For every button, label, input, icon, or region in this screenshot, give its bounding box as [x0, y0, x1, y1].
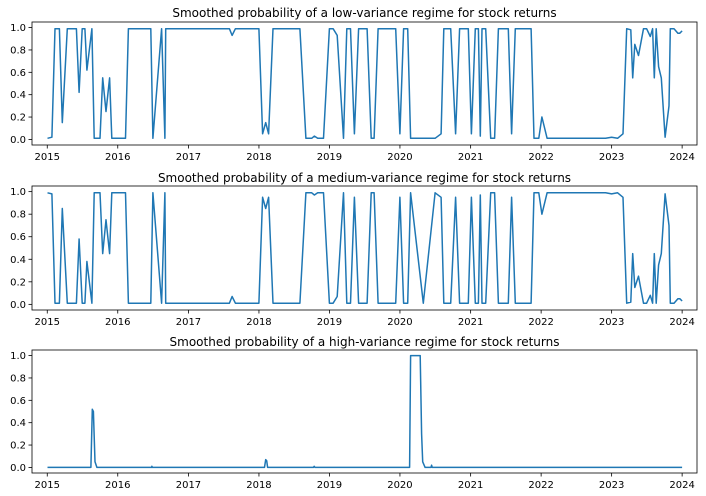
x-tick-label: 2021: [458, 152, 483, 163]
x-tick-label: 2017: [176, 317, 201, 328]
x-tick-label: 2016: [105, 480, 130, 491]
x-tick-label: 2017: [176, 480, 201, 491]
x-tick-label: 2019: [317, 480, 342, 491]
y-tick-label: 1.0: [10, 187, 26, 198]
x-tick-label: 2023: [599, 317, 624, 328]
series-line: [47, 192, 683, 304]
x-tick-label: 2024: [669, 317, 694, 328]
y-tick-label: 0.4: [10, 418, 26, 429]
y-axis: 0.0 0.2 0.4 0.6 0.8 1.0: [10, 351, 32, 474]
x-tick-label: 2023: [599, 152, 624, 163]
x-tick-label: 2015: [35, 152, 60, 163]
chart-title: Smoothed probability of a high-variance …: [170, 335, 560, 349]
x-tick-label: 2018: [246, 152, 271, 163]
x-tick-label: 2020: [387, 152, 412, 163]
x-tick-label: 2016: [105, 317, 130, 328]
subplot-medium-variance: Smoothed probability of a medium-varianc…: [10, 171, 698, 328]
subplot-high-variance: Smoothed probability of a high-variance …: [10, 335, 698, 491]
x-axis: 2015 2016 2017 2018 2019 2020 2021 2022 2023 2024: [35, 310, 695, 328]
y-axis: 0.0 0.2 0.4 0.6 0.8 1.0: [10, 187, 32, 311]
y-tick-label: 0.8: [10, 210, 26, 221]
x-tick-label: 2022: [528, 480, 553, 491]
plot-frame: [31, 349, 698, 474]
x-tick-label: 2019: [317, 317, 342, 328]
y-tick-label: 0.6: [10, 68, 26, 79]
chart-title: Smoothed probability of a low-variance r…: [172, 6, 556, 20]
y-tick-label: 0.6: [10, 232, 26, 243]
x-tick-label: 2022: [528, 152, 553, 163]
y-tick-label: 0.0: [10, 300, 26, 311]
x-tick-label: 2019: [317, 152, 342, 163]
x-tick-label: 2015: [35, 480, 60, 491]
x-axis: 2015 2016 2017 2018 2019 2020 2021 2022 2023 2024: [35, 473, 695, 491]
series-line: [47, 27, 683, 140]
x-tick-label: 2024: [669, 152, 694, 163]
x-tick-label: 2024: [669, 480, 694, 491]
y-tick-label: 0.4: [10, 255, 26, 266]
y-tick-label: 0.8: [10, 45, 26, 56]
x-tick-label: 2016: [105, 152, 130, 163]
x-tick-label: 2018: [246, 480, 271, 491]
y-axis: 0.0 0.2 0.4 0.6 0.8 1.0: [10, 23, 32, 146]
x-axis: 2015 2016 2017 2018 2019 2020 2021 2022 2023 2024: [35, 145, 695, 163]
series-line: [47, 354, 683, 469]
y-tick-label: 0.2: [10, 277, 26, 288]
x-tick-label: 2021: [458, 317, 483, 328]
x-tick-label: 2018: [246, 317, 271, 328]
y-tick-label: 0.6: [10, 396, 26, 407]
plot-frame: [31, 185, 698, 311]
x-tick-label: 2020: [387, 317, 412, 328]
x-tick-label: 2022: [528, 317, 553, 328]
x-tick-label: 2023: [599, 480, 624, 491]
chart-title: Smoothed probability of a medium-varianc…: [158, 171, 571, 185]
plot-frame: [31, 21, 698, 146]
y-tick-label: 0.4: [10, 90, 26, 101]
y-tick-label: 1.0: [10, 351, 26, 362]
subplot-low-variance: Smoothed probability of a low-variance r…: [10, 6, 698, 163]
y-tick-label: 0.0: [10, 463, 26, 474]
x-tick-label: 2021: [458, 480, 483, 491]
x-tick-label: 2017: [176, 152, 201, 163]
y-tick-label: 1.0: [10, 23, 26, 34]
y-tick-label: 0.0: [10, 135, 26, 146]
y-tick-label: 0.2: [10, 441, 26, 452]
y-tick-label: 0.8: [10, 373, 26, 384]
x-tick-label: 2020: [387, 480, 412, 491]
x-tick-label: 2015: [35, 317, 60, 328]
y-tick-label: 0.2: [10, 113, 26, 124]
